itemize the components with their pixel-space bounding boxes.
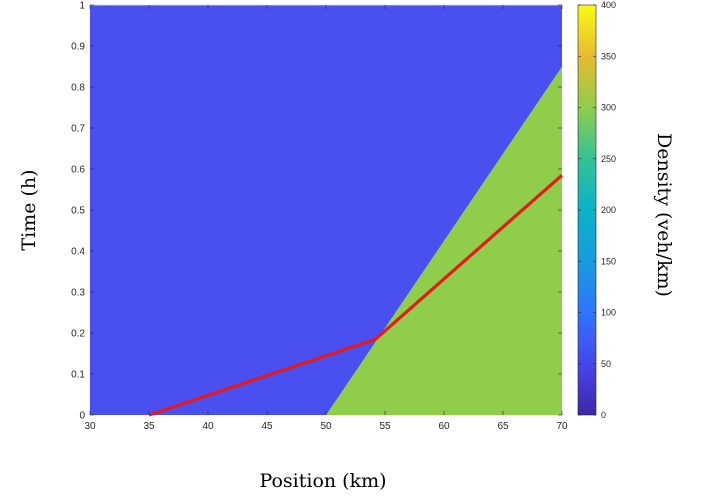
x-tick-label: 65 [497,421,509,432]
trajectory-line-1 [148,173,564,417]
colorbar-tick-label: 250 [601,154,616,164]
y-tick-label: 0.3 [71,288,85,299]
colorbar-tick-label: 100 [601,308,616,318]
y-tick-label: 0.4 [71,247,85,258]
colorbar-label: Density (veh/km) [653,133,675,297]
y-tick-label: 0.7 [71,124,85,135]
colorbar-tick-label: 150 [601,256,616,266]
y-tick-label: 0.5 [71,206,85,217]
x-axis-label: Position (km) [259,470,386,492]
x-tick-label: 35 [143,421,155,432]
y-axis-label: Time (h) [18,169,40,250]
y-tick-label: 0.6 [71,165,85,176]
x-tick-label: 40 [202,421,214,432]
x-tick-label: 45 [261,421,273,432]
colorbar-tick-label: 50 [601,359,611,369]
plot-area: 30 35 40 45 50 55 60 65 70 0 0.1 0.2 0.3 0.4 0.5 0.6 0.7… [71,1,568,433]
x-tick-label: 70 [556,421,568,432]
x-tick-label: 55 [379,421,391,432]
x-tick-label: 30 [84,421,96,432]
colorbar-tick-label: 200 [601,205,616,215]
y-tick-label: 0.8 [71,83,85,94]
colorbar-tick-label: 400 [601,0,616,10]
colorbar-tick-label: 300 [601,103,616,113]
density-region-1 [326,66,562,415]
y-tick-label: 0.1 [71,370,85,381]
x-tick-label: 60 [438,421,450,432]
y-tick-label: 1 [79,1,85,12]
colorbar-tick-label: 350 [601,51,616,61]
x-tick-label: 50 [320,421,332,432]
colorbar-tick-label: 0 [601,410,606,420]
colorbar: 0 50 100 150 200 250 300 350 400 [577,0,616,420]
y-tick-label: 0.9 [71,42,85,53]
y-tick-label: 0.2 [71,329,85,340]
y-tick-label: 0 [79,411,85,422]
